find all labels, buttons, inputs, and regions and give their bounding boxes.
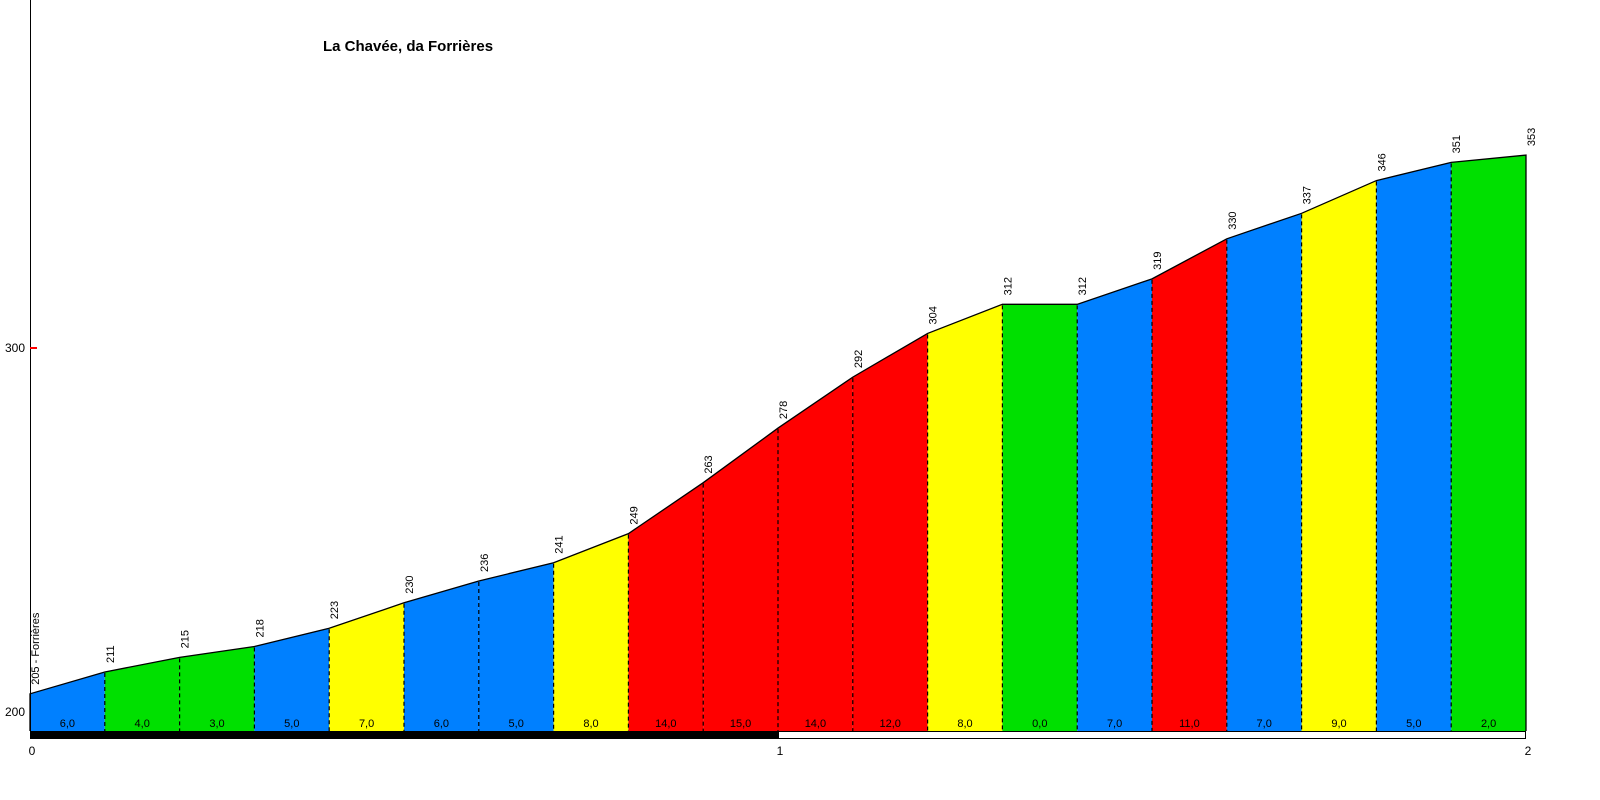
segment-area: [1226, 213, 1302, 731]
elevation-label: 346: [1376, 153, 1388, 171]
segment-area: [703, 428, 778, 731]
gradient-label: 9,0: [1331, 718, 1346, 730]
gradient-label: 14,0: [805, 718, 826, 730]
gradient-label: 11,0: [1179, 718, 1200, 730]
gradient-label: 12,0: [879, 718, 900, 730]
elevation-label: 218: [254, 619, 266, 637]
chart-title: La Chavée, da Forrières: [322, 38, 494, 55]
elevation-label: 249: [628, 506, 640, 524]
segment-area: [30, 671, 105, 731]
y-tick-label: 300: [5, 341, 25, 355]
elevation-label: 353: [1526, 128, 1538, 146]
gradient-label: 2,0: [1481, 718, 1496, 730]
gradient-label: 0,0: [1032, 718, 1047, 730]
gradient-label: 3,0: [209, 718, 224, 730]
x-tick-label: 1: [777, 744, 784, 758]
elevation-label: 319: [1152, 251, 1164, 269]
segment-area: [478, 562, 554, 731]
segment-area: [1301, 180, 1377, 731]
segment-area: [104, 657, 180, 731]
elevation-label: 330: [1227, 211, 1239, 229]
elevation-label: 211: [105, 645, 117, 663]
segment-area: [628, 482, 704, 731]
gradient-label: 5,0: [1406, 718, 1421, 730]
gradient-label: 7,0: [1107, 718, 1122, 730]
segment-area: [1002, 304, 1078, 731]
profile-line: [29, 154, 1527, 731]
gradient-label: 6,0: [60, 718, 75, 730]
gradient-label: 4,0: [135, 718, 150, 730]
gradient-label: 15,0: [730, 718, 751, 730]
segment-area: [1451, 155, 1526, 731]
elevation-label: 312: [1077, 277, 1089, 295]
elevation-label: 236: [479, 554, 491, 572]
elevation-label: 223: [329, 601, 341, 619]
elevation-label: 278: [778, 401, 790, 419]
gradient-label: 5,0: [284, 718, 299, 730]
gradient-label: 14,0: [655, 718, 676, 730]
segment-area: [404, 580, 479, 731]
gradient-label: 6,0: [434, 718, 449, 730]
elevation-label: 230: [404, 575, 416, 593]
x-tick-label: 2: [1525, 744, 1532, 758]
segment-area: [329, 602, 404, 731]
gradient-label: 8,0: [583, 718, 598, 730]
gradient-label: 5,0: [509, 718, 524, 730]
segment-area: [852, 333, 928, 731]
segment-area: [1152, 238, 1227, 732]
km-bar-1-2: [778, 731, 1526, 739]
segment-area: [254, 628, 330, 731]
segment-area: [179, 646, 255, 731]
segment-area: [1077, 278, 1152, 731]
segment-area: [778, 377, 853, 731]
start-elevation-label: 205 - Forrières: [30, 612, 42, 685]
elevation-label: 292: [853, 350, 865, 368]
elevation-label: 312: [1002, 277, 1014, 295]
segment-area: [553, 533, 629, 731]
gradient-label: 7,0: [1257, 718, 1272, 730]
gradient-label: 8,0: [957, 718, 972, 730]
y-tick-label: 200: [5, 705, 25, 719]
elevation-label: 263: [703, 455, 715, 473]
km-bar-0-1: [30, 731, 778, 739]
gradient-label: 7,0: [359, 718, 374, 730]
elevation-label: 304: [928, 306, 940, 324]
segment-area: [927, 304, 1003, 731]
elevation-label: 351: [1451, 135, 1463, 153]
segment-area: [1376, 162, 1452, 732]
x-tick-label: 0: [29, 744, 36, 758]
elevation-label: 337: [1302, 186, 1314, 204]
elevation-label: 241: [554, 535, 566, 553]
elevation-label: 215: [180, 630, 192, 648]
